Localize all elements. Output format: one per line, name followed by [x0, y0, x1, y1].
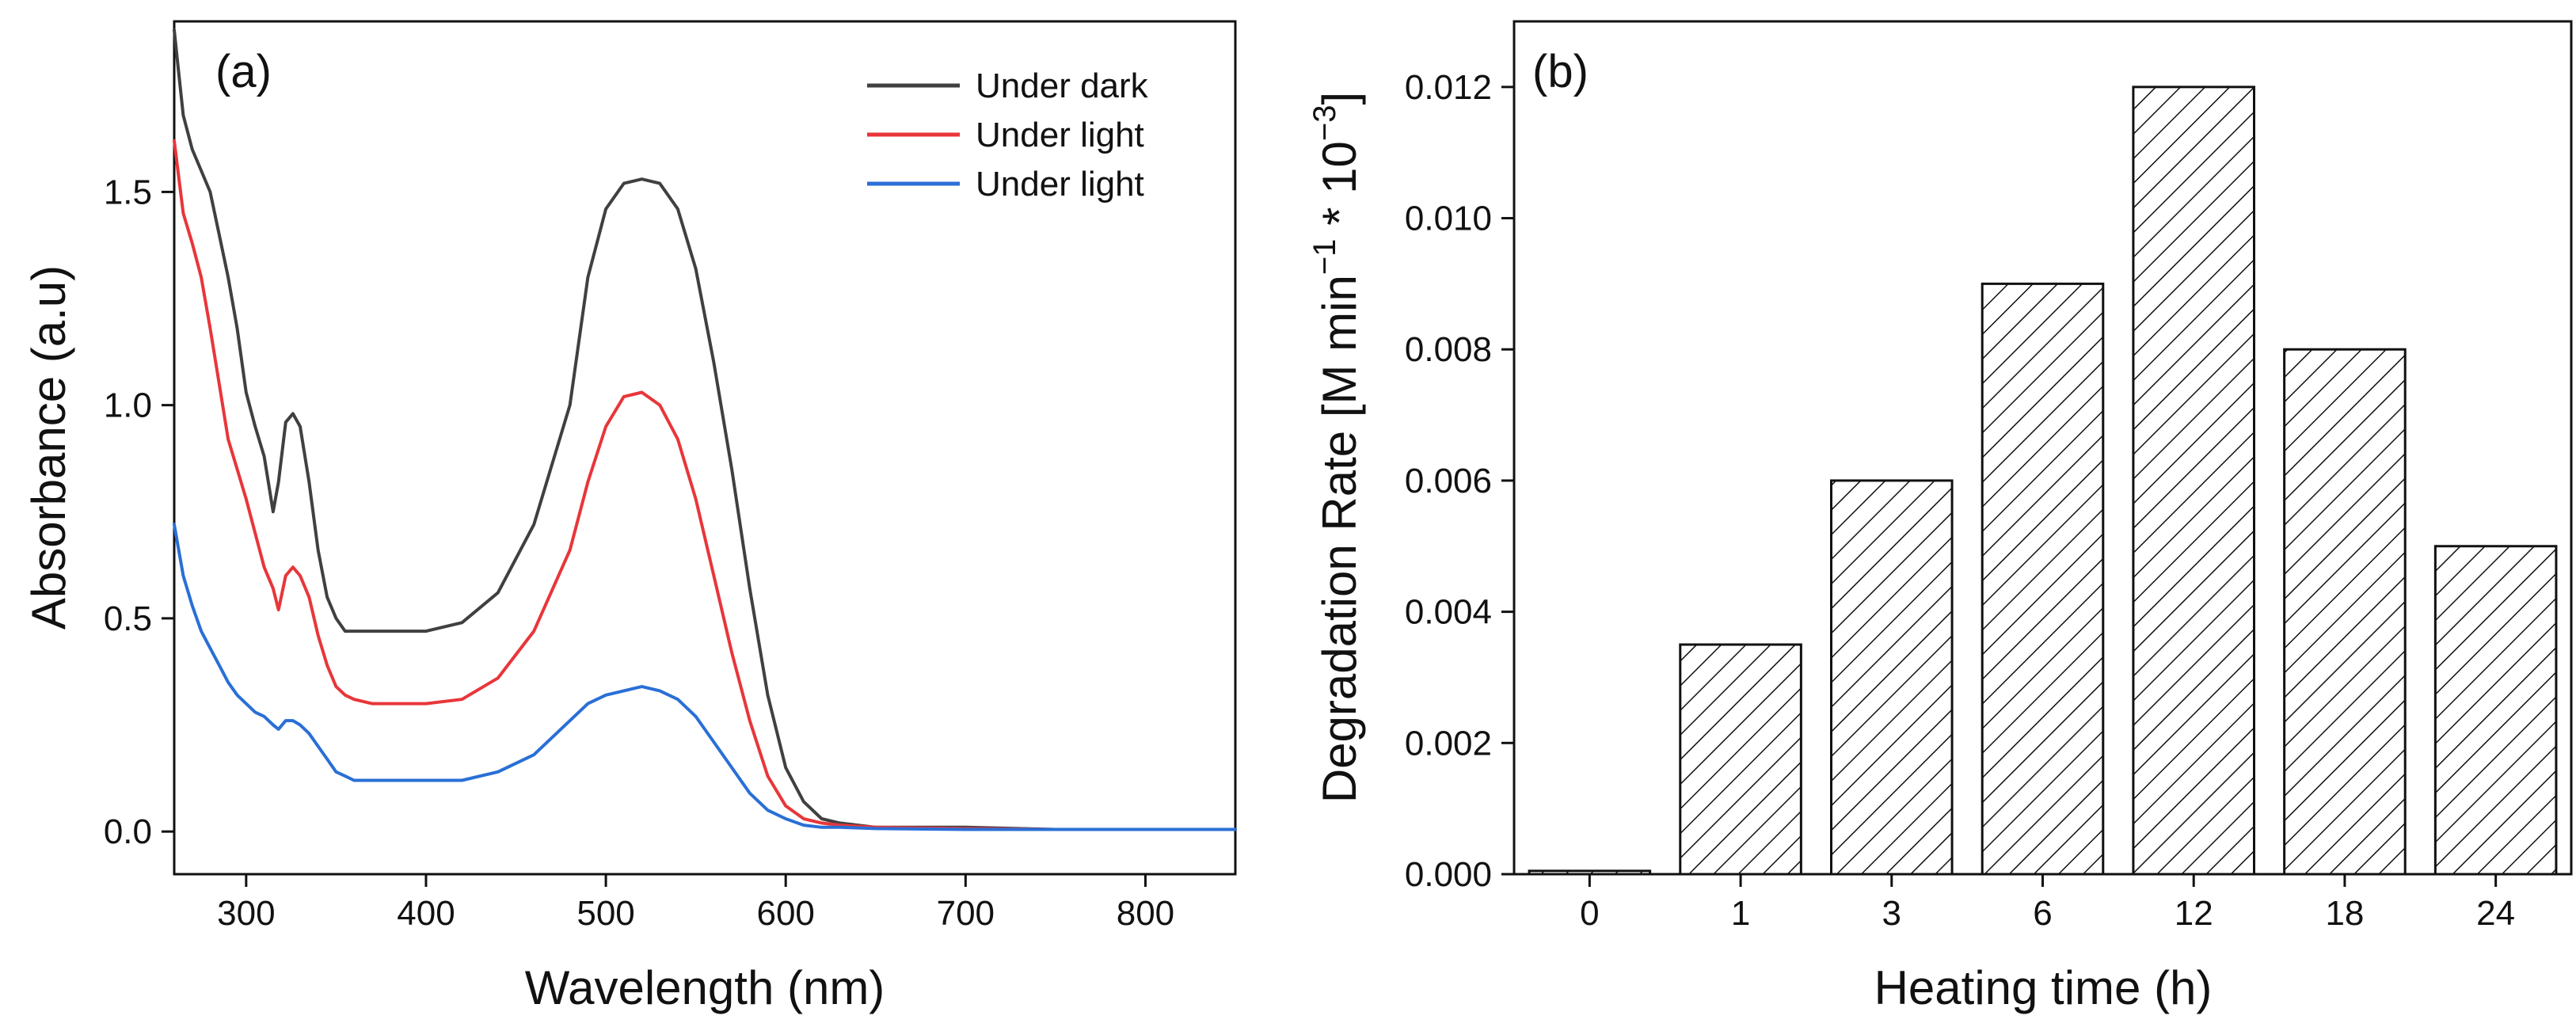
- bar-12h: [2132, 86, 2255, 876]
- x-tick-label: 600: [756, 894, 814, 933]
- series-line-3: [173, 523, 1237, 831]
- panel-b-x-ticks: 0 1 3 6 12 18 24: [1580, 874, 2515, 933]
- panel-a-label: (a): [215, 46, 272, 97]
- x-tick-label: 18: [2325, 894, 2364, 933]
- panel-b-bar-chart: 0 1 3 6 12 18 24 0.000 0.002 0.004 0.006 0.008 0.01…: [1307, 20, 2573, 1014]
- x-tick-label: 1: [1731, 894, 1750, 933]
- panel-b-y-axis-title: Degradation Rate [M min−1 * 10−3]: [1307, 92, 1366, 803]
- panel-a-x-axis-title: Wavelength (nm): [525, 961, 885, 1014]
- x-tick-label: 700: [937, 894, 995, 933]
- panel-b-x-axis-title: Heating time (h): [1874, 961, 2213, 1014]
- y-tick-label: 0.006: [1405, 462, 1492, 500]
- panel-b-y-ticks: 0.000 0.002 0.004 0.006 0.008 0.010 0.012: [1405, 68, 1514, 894]
- x-tick-label: 24: [2476, 894, 2515, 933]
- legend-label-1: Under dark: [976, 67, 1149, 105]
- y-axis-title-main: Degradation Rate [M min: [1313, 275, 1366, 803]
- panel-a-x-ticks: 300 400 500 600 700 800: [217, 874, 1174, 933]
- y-tick-label: 0.5: [104, 599, 152, 638]
- y-tick-label: 0.000: [1405, 855, 1492, 894]
- panel-a-y-axis-title: Absorbance (a.u): [22, 265, 75, 630]
- y-tick-label: 0.010: [1405, 200, 1492, 238]
- y-tick-label: 1.0: [104, 386, 152, 425]
- x-tick-label: 800: [1117, 894, 1174, 933]
- x-tick-label: 0: [1580, 894, 1599, 933]
- y-axis-title-superscript-2: −3: [1307, 105, 1342, 142]
- y-tick-label: 0.002: [1405, 724, 1492, 763]
- series-line-2: [173, 139, 1237, 831]
- series-line-1: [173, 28, 1237, 831]
- panel-a-y-ticks: 0.0 0.5 1.0 1.5: [104, 173, 174, 851]
- bar-0h: [1528, 869, 1652, 876]
- bar-24h: [2433, 545, 2558, 876]
- bar-6h: [1981, 282, 2105, 876]
- x-tick-label: 6: [2033, 894, 2052, 933]
- y-tick-label: 0.004: [1405, 593, 1492, 632]
- y-axis-title-end: ]: [1313, 92, 1366, 105]
- x-tick-label: 3: [1882, 894, 1901, 933]
- panel-b-bars-group: [1528, 86, 2558, 876]
- bar-3h: [1830, 479, 1954, 876]
- bar-18h: [2283, 348, 2407, 876]
- y-axis-title-superscript-1: −1: [1307, 239, 1342, 276]
- x-tick-label: 400: [397, 894, 455, 933]
- panel-a-series-group: [173, 28, 1237, 831]
- panel-a-line-chart: 300 400 500 600 700 800 0.0 0.5 1.0 1.5 (a) Wave…: [22, 20, 1237, 1014]
- x-tick-label: 300: [217, 894, 275, 933]
- panel-b-label: (b): [1532, 46, 1589, 97]
- x-tick-label: 12: [2175, 894, 2213, 933]
- y-tick-label: 0.012: [1405, 68, 1492, 107]
- legend-label-2: Under light: [976, 116, 1144, 154]
- panel-a-plot-frame: [173, 20, 1237, 876]
- y-tick-label: 0.008: [1405, 330, 1492, 369]
- legend-label-3: Under light: [976, 165, 1144, 203]
- x-tick-label: 500: [576, 894, 634, 933]
- y-axis-title-middle: * 10: [1313, 141, 1366, 238]
- y-tick-label: 0.0: [104, 812, 152, 851]
- bar-1h: [1679, 643, 1802, 876]
- y-tick-label: 1.5: [104, 173, 152, 211]
- panel-a-legend: Under dark Under light Under light: [867, 67, 1149, 203]
